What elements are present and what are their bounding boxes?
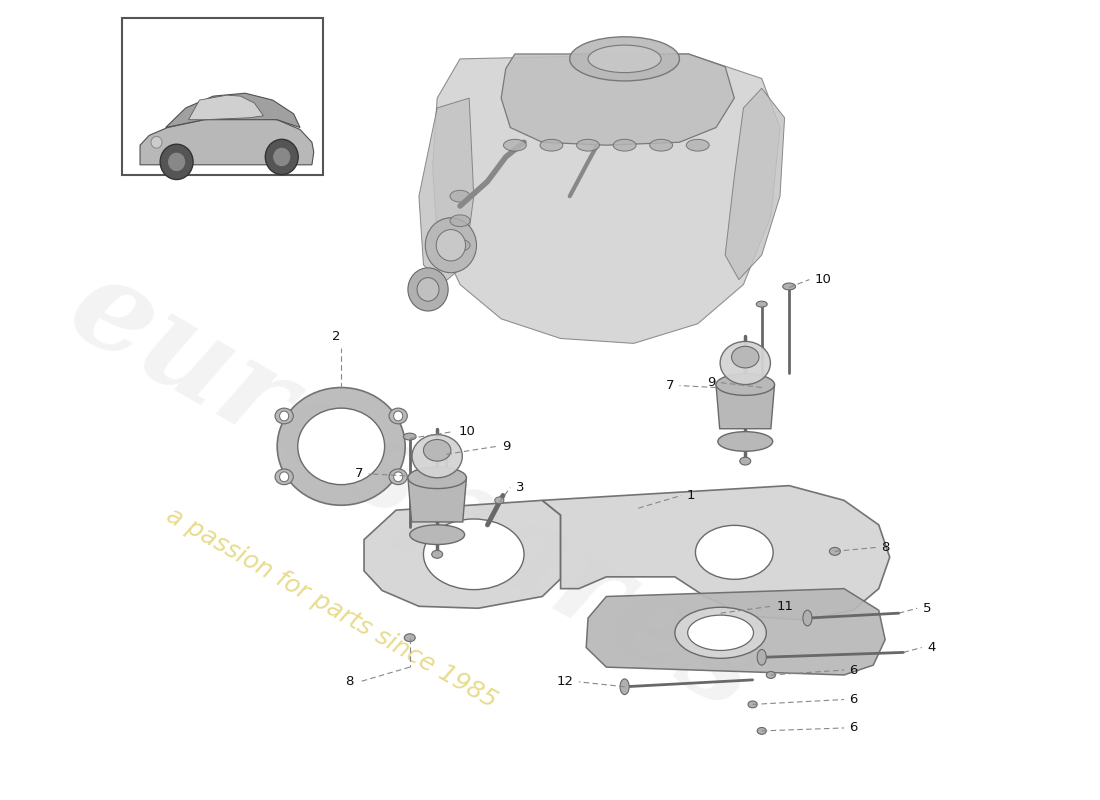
Text: 6: 6	[849, 722, 858, 734]
Ellipse shape	[504, 139, 526, 151]
Ellipse shape	[803, 610, 812, 626]
Polygon shape	[542, 486, 890, 620]
Ellipse shape	[613, 139, 636, 151]
Ellipse shape	[720, 342, 770, 385]
Ellipse shape	[688, 615, 754, 650]
Polygon shape	[166, 94, 300, 127]
Ellipse shape	[389, 408, 407, 424]
Text: 9: 9	[502, 440, 510, 453]
Text: 10: 10	[459, 425, 475, 438]
Polygon shape	[432, 54, 780, 343]
Ellipse shape	[695, 526, 773, 579]
Text: 1: 1	[686, 489, 695, 502]
Ellipse shape	[404, 433, 416, 440]
Circle shape	[394, 472, 403, 482]
Ellipse shape	[588, 45, 661, 73]
Polygon shape	[586, 589, 886, 675]
Ellipse shape	[740, 457, 751, 465]
Ellipse shape	[409, 525, 464, 545]
Circle shape	[265, 139, 298, 174]
Text: 7: 7	[354, 467, 363, 480]
Polygon shape	[364, 500, 561, 608]
Circle shape	[279, 472, 288, 482]
Ellipse shape	[620, 679, 629, 694]
Ellipse shape	[650, 139, 672, 151]
Ellipse shape	[298, 408, 385, 485]
Ellipse shape	[408, 467, 466, 489]
Text: 12: 12	[557, 675, 573, 688]
Text: eurospares: eurospares	[48, 244, 780, 737]
Ellipse shape	[450, 239, 470, 251]
Circle shape	[161, 144, 194, 179]
Ellipse shape	[757, 650, 767, 665]
Ellipse shape	[424, 439, 451, 461]
Ellipse shape	[675, 607, 767, 658]
Ellipse shape	[576, 139, 600, 151]
Ellipse shape	[424, 519, 524, 590]
Ellipse shape	[686, 139, 710, 151]
Circle shape	[279, 411, 288, 421]
Text: 7: 7	[666, 379, 674, 392]
Ellipse shape	[718, 432, 772, 451]
Text: 8: 8	[881, 541, 890, 554]
Text: 9: 9	[706, 376, 715, 389]
Circle shape	[167, 152, 186, 172]
Circle shape	[151, 136, 162, 148]
Ellipse shape	[540, 139, 563, 151]
Ellipse shape	[756, 301, 767, 307]
Text: 10: 10	[815, 273, 832, 286]
Text: 4: 4	[927, 641, 936, 654]
Circle shape	[273, 147, 290, 166]
Ellipse shape	[783, 283, 795, 290]
Ellipse shape	[275, 408, 294, 424]
Ellipse shape	[716, 374, 774, 395]
Ellipse shape	[829, 547, 840, 555]
Circle shape	[437, 230, 465, 261]
Text: 8: 8	[345, 675, 354, 688]
Ellipse shape	[412, 434, 462, 478]
Polygon shape	[419, 98, 474, 285]
Ellipse shape	[389, 469, 407, 485]
Ellipse shape	[441, 451, 452, 457]
Polygon shape	[725, 88, 784, 280]
Ellipse shape	[757, 727, 767, 734]
Polygon shape	[188, 95, 264, 120]
Ellipse shape	[405, 634, 415, 642]
Ellipse shape	[570, 37, 680, 81]
Ellipse shape	[767, 671, 775, 678]
Polygon shape	[408, 478, 466, 522]
Circle shape	[394, 411, 403, 421]
Text: a passion for parts since 1985: a passion for parts since 1985	[163, 503, 502, 713]
Text: 5: 5	[923, 602, 931, 614]
Text: 6: 6	[849, 663, 858, 677]
Circle shape	[417, 278, 439, 301]
Bar	[122, 18, 323, 174]
Polygon shape	[716, 385, 774, 429]
Circle shape	[426, 218, 476, 273]
Ellipse shape	[450, 190, 470, 202]
Ellipse shape	[275, 469, 294, 485]
Ellipse shape	[495, 497, 504, 504]
Ellipse shape	[748, 701, 757, 708]
Ellipse shape	[277, 387, 405, 506]
Ellipse shape	[732, 346, 759, 368]
Ellipse shape	[431, 550, 442, 558]
Circle shape	[408, 268, 448, 311]
Ellipse shape	[450, 215, 470, 226]
Text: 11: 11	[777, 600, 793, 613]
Text: 2: 2	[332, 330, 341, 343]
Polygon shape	[502, 54, 735, 145]
Text: 6: 6	[849, 693, 858, 706]
Polygon shape	[140, 118, 314, 165]
Text: 3: 3	[516, 481, 525, 494]
